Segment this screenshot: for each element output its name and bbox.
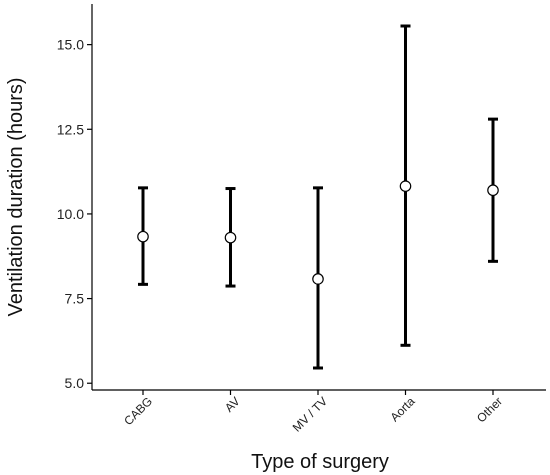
y-tick-label: 15.0: [57, 37, 84, 53]
y-tick-label: 7.5: [65, 291, 85, 307]
y-tick-label: 12.5: [57, 121, 84, 137]
estimate-point: [312, 273, 324, 285]
x-tick-label: Aorta: [387, 394, 417, 424]
y-tick-label: 5.0: [65, 375, 85, 391]
y-tick-label: 10.0: [57, 206, 84, 222]
x-tick-label: Other: [474, 394, 505, 425]
x-ticks: CABG AV MV / TV Aorta Other: [121, 390, 505, 435]
estimate-point: [487, 184, 499, 197]
estimate-point: [224, 231, 237, 244]
x-tick-label: MV / TV: [290, 394, 330, 434]
x-axis-title: Type of surgery: [251, 451, 389, 473]
x-tick-label: CABG: [121, 394, 155, 428]
estimate-point: [399, 180, 412, 192]
y-ticks: 5.0 7.5 10.0 12.5 15.0: [57, 37, 92, 391]
x-tick-label: AV: [222, 394, 243, 415]
y-axis-title: Ventilation duration (hours): [5, 77, 27, 316]
estimate-point: [137, 230, 149, 243]
estimate-series: [137, 24, 499, 370]
